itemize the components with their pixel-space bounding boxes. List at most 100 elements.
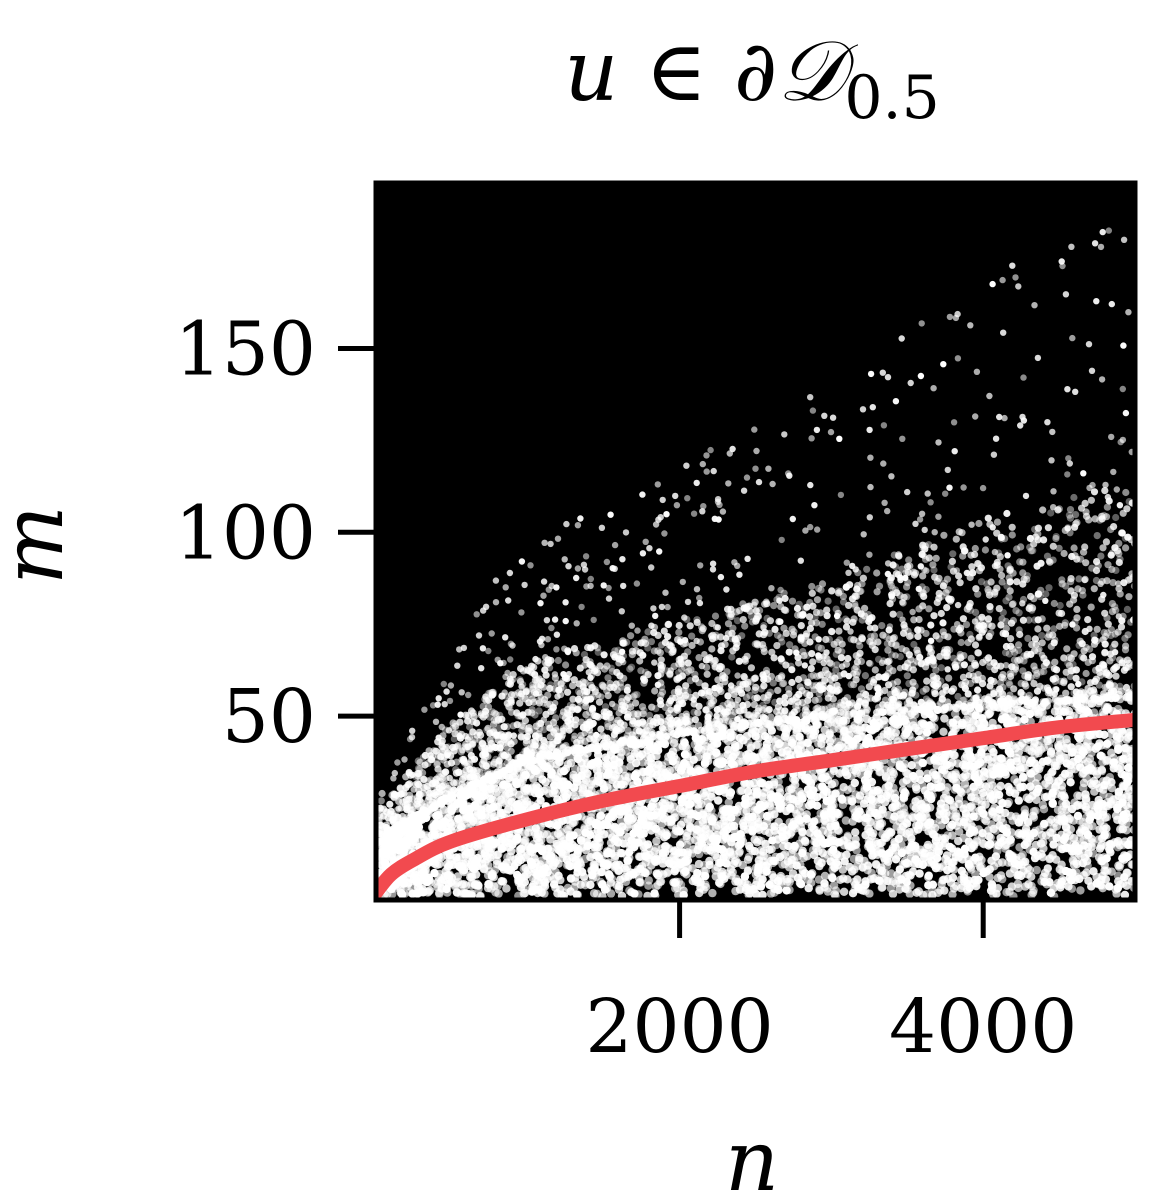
density-cell (724, 737, 733, 746)
density-cell (542, 785, 551, 794)
density-cell (976, 758, 985, 767)
density-cell (1054, 707, 1064, 716)
density-cell (1029, 886, 1038, 895)
density-cell (907, 761, 916, 770)
density-cell (792, 726, 801, 735)
density-cell (494, 889, 503, 898)
density-cell (910, 774, 919, 784)
density-cell (847, 797, 857, 806)
density-cell (1071, 841, 1080, 850)
density-cell (941, 815, 950, 825)
chart-title: u ∈ ∂𝒟0.5 (564, 22, 940, 133)
density-cell (1098, 884, 1108, 893)
density-cell (759, 847, 768, 856)
density-cell (911, 782, 921, 792)
density-cell (1091, 805, 1100, 814)
density-cell (865, 807, 874, 816)
density-cell (843, 831, 852, 840)
density-cell (895, 865, 904, 874)
density-cell (1118, 756, 1128, 765)
density-cell (644, 881, 653, 890)
density-cell (1029, 807, 1039, 816)
density-cell (630, 889, 639, 898)
density-cell (878, 883, 887, 892)
density-cell (841, 727, 850, 736)
density-cell (1052, 833, 1061, 843)
density-cell (503, 865, 512, 875)
density-cell (625, 870, 635, 880)
density-cell (977, 805, 986, 815)
density-cell (1081, 802, 1090, 811)
density-cell (686, 836, 695, 845)
density-cell (582, 838, 591, 847)
density-cell (977, 783, 986, 793)
density-cell (1020, 840, 1029, 850)
density-cell (789, 856, 798, 865)
density-cell (743, 855, 753, 864)
density-cell (554, 871, 563, 880)
density-cell (745, 841, 754, 851)
density-cell (818, 782, 827, 791)
density-cell (735, 847, 744, 856)
density-cell (917, 719, 926, 728)
density-cell (875, 761, 884, 770)
density-cell (607, 874, 616, 883)
density-cell (1031, 840, 1041, 850)
density-cell (637, 816, 646, 825)
density-cell (1122, 801, 1131, 810)
density-cell (965, 883, 974, 892)
density-cell (542, 851, 551, 861)
density-cell (597, 867, 606, 877)
density-cell (798, 834, 807, 843)
density-cell (1008, 741, 1018, 750)
density-cell (941, 803, 950, 812)
density-cell (1105, 882, 1114, 891)
density-cell (912, 821, 921, 830)
density-cell (983, 711, 992, 720)
density-cell (670, 846, 680, 855)
density-cell (1092, 872, 1101, 882)
density-cell (951, 709, 960, 719)
density-cell (924, 873, 933, 882)
density-cell (1050, 761, 1060, 770)
density-cell (896, 762, 905, 771)
density-cell (610, 853, 619, 862)
density-cell (882, 833, 891, 843)
density-cell (809, 824, 818, 834)
density-cell (1099, 790, 1108, 799)
density-cell (1078, 754, 1087, 764)
density-cell (879, 730, 889, 739)
density-cell (1076, 886, 1085, 895)
density-cell (599, 784, 609, 793)
density-cell (694, 849, 704, 859)
density-cell (762, 811, 772, 821)
density-cell (689, 755, 698, 764)
density-cell (1069, 834, 1079, 843)
density-cell (562, 824, 572, 834)
density-cell (753, 838, 762, 847)
density-cell (474, 788, 483, 797)
density-cell (593, 851, 602, 860)
density-cell (621, 747, 631, 756)
density-cell (782, 886, 791, 895)
density-cell (502, 858, 511, 867)
density-cell (1010, 775, 1019, 784)
density-cell (767, 845, 776, 854)
density-cell (705, 836, 715, 846)
density-cell (762, 783, 771, 792)
density-cell (697, 745, 706, 754)
density-cell (937, 879, 946, 889)
density-cell (1105, 773, 1115, 782)
density-cell (932, 761, 941, 770)
density-cell (780, 860, 790, 869)
density-cell (1120, 837, 1130, 846)
density-cell (943, 770, 952, 780)
density-cell (662, 829, 671, 838)
density-cell (669, 813, 678, 823)
density-cell (903, 885, 912, 894)
density-cell (643, 808, 653, 817)
density-cell (1100, 831, 1109, 840)
density-cell (991, 826, 1001, 835)
density-cell (808, 846, 818, 855)
density-cell (1082, 707, 1092, 716)
